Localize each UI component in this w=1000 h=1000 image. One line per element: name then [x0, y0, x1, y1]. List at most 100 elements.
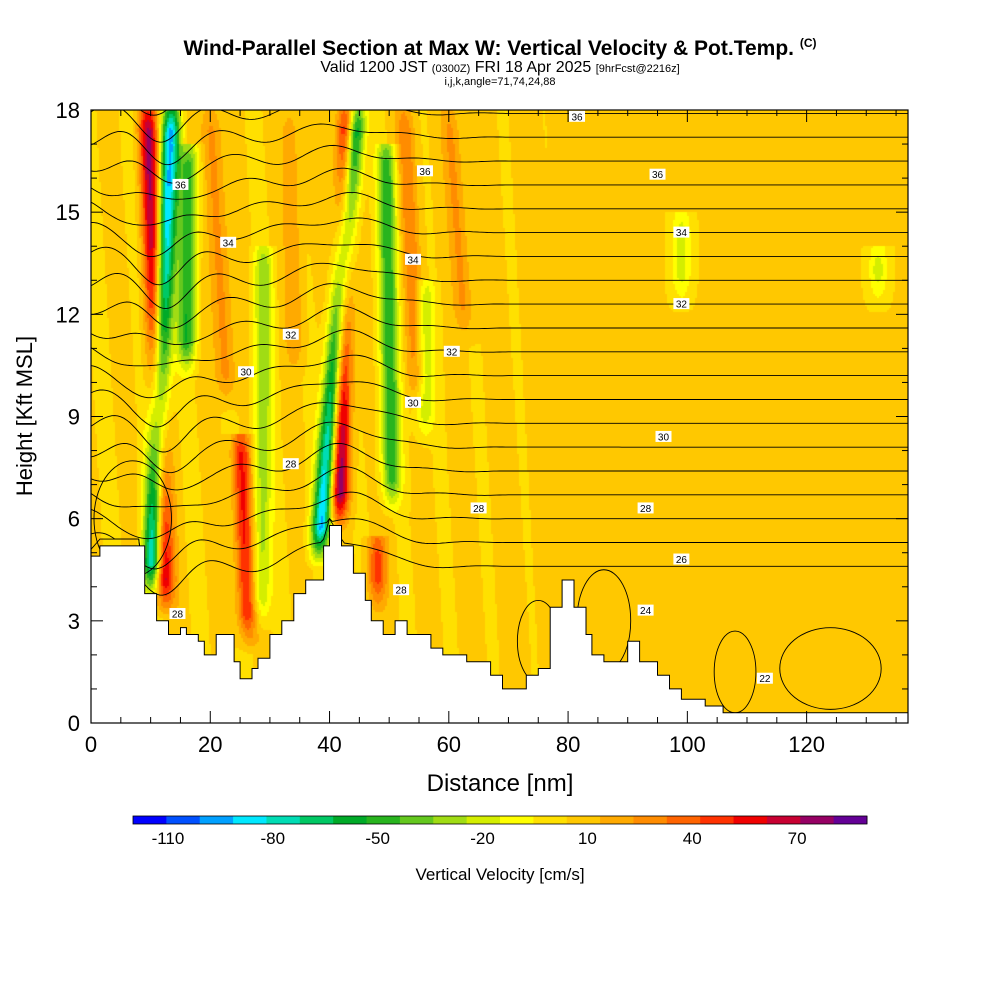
contour-label: 34 — [405, 253, 422, 266]
pot-temp-contours — [91, 55, 908, 714]
colorbar-swatch — [833, 816, 868, 824]
colorbar-swatch — [266, 816, 301, 824]
y-tick-label: 12 — [56, 302, 80, 327]
y-tick-label: 3 — [68, 609, 80, 634]
colorbar-swatch — [299, 816, 334, 824]
contour-label: 32 — [443, 345, 460, 358]
svg-text:24: 24 — [640, 606, 652, 617]
y-tick-label: 0 — [68, 711, 80, 736]
colorbar-swatch — [233, 816, 267, 824]
svg-text:36: 36 — [571, 112, 583, 123]
pot-temp-contour — [91, 491, 908, 540]
svg-text:22: 22 — [759, 674, 771, 685]
x-tick-label: 0 — [85, 732, 97, 757]
contour-label: 36 — [172, 178, 189, 191]
chart-title-text: Wind-Parallel Section at Max W: Vertical… — [183, 37, 794, 60]
colorbar: -110 -80 -50 -20 10 40 70 — [132, 815, 868, 848]
colorbar-tick-label: 40 — [683, 829, 702, 848]
pot-temp-contour — [91, 354, 908, 399]
chart-title: Wind-Parallel Section at Max W: Vertical… — [0, 36, 1000, 61]
y-tick-label: 6 — [68, 507, 80, 532]
pot-temp-contour — [91, 329, 908, 367]
colorbar-swatch — [566, 816, 601, 824]
x-axis-label: Distance [nm] — [427, 770, 574, 797]
svg-text:28: 28 — [172, 610, 184, 621]
colorbar-swatch — [500, 816, 534, 824]
colorbar-tick-label: -80 — [261, 829, 286, 848]
pot-temp-contour — [91, 402, 908, 453]
contour-label: 28 — [393, 584, 410, 597]
svg-text:30: 30 — [407, 398, 419, 409]
valid-time: Valid 1200 JST — [320, 59, 428, 76]
pot-temp-contour — [91, 305, 908, 346]
colorbar-swatch — [399, 816, 434, 824]
pot-temp-contour — [91, 421, 908, 474]
contour-label: 30 — [238, 366, 255, 379]
colorbar-swatch — [733, 816, 768, 824]
contour-label: 36 — [649, 168, 666, 181]
terrain-mask — [91, 525, 908, 723]
colorbar-swatch — [366, 816, 401, 824]
contour-label: 28 — [169, 608, 186, 621]
contour-label: 28 — [470, 502, 487, 515]
pot-temp-contour — [91, 517, 908, 596]
contour-label: 34 — [673, 226, 690, 239]
x-tick-label: 80 — [556, 732, 580, 757]
pot-temp-closed-contour — [779, 627, 882, 710]
x-tick-label: 40 — [317, 732, 341, 757]
svg-text:32: 32 — [676, 300, 688, 311]
colorbar-swatch — [533, 816, 568, 824]
y-tick-label: 9 — [68, 405, 80, 430]
colorbar-frame — [132, 815, 868, 825]
contour-label: 28 — [282, 458, 299, 471]
svg-text:30: 30 — [240, 368, 252, 379]
chart-title-mark: (C) — [799, 36, 817, 50]
pot-temp-contour — [91, 110, 908, 143]
contour-label: 32 — [673, 298, 690, 311]
colorbar-swatch — [666, 816, 701, 824]
colorbar-tick-label: 10 — [578, 829, 597, 848]
contour-label: 34 — [220, 236, 237, 249]
svg-text:34: 34 — [223, 238, 235, 249]
svg-text:28: 28 — [640, 504, 652, 515]
colorbar-swatch — [199, 816, 234, 824]
svg-text:30: 30 — [658, 432, 670, 443]
contour-label: 24 — [637, 604, 654, 617]
svg-text:32: 32 — [446, 347, 458, 358]
colorbar-swatch — [433, 816, 468, 824]
colorbar-swatch — [333, 816, 368, 824]
pot-temp-contour — [91, 381, 908, 428]
contour-label: 26 — [673, 553, 690, 566]
contour-label: 28 — [637, 502, 654, 515]
colorbar-tick-label: -110 — [152, 829, 185, 848]
y-tick-label: 15 — [56, 200, 80, 225]
colorbar-swatch — [133, 816, 167, 824]
svg-text:26: 26 — [676, 555, 688, 566]
x-tick-label: 60 — [437, 732, 461, 757]
contour-label: 22 — [756, 672, 773, 685]
contour-label: 36 — [416, 165, 433, 178]
pot-temp-contour — [91, 55, 908, 85]
svg-text:34: 34 — [407, 255, 419, 266]
chart-subtitle: Valid 1200 JST (0300Z) FRI 18 Apr 2025 [… — [0, 59, 1000, 77]
section-params: i,j,k,angle=71,74,24,88 — [444, 76, 556, 88]
colorbar-swatch — [166, 816, 201, 824]
colorbar-swatch — [466, 816, 501, 824]
pot-temp-contour — [91, 442, 908, 491]
pot-temp-contour — [91, 123, 908, 166]
svg-text:36: 36 — [419, 167, 431, 178]
pot-temp-contour — [91, 191, 908, 226]
colorbar-swatch — [633, 816, 668, 824]
svg-text:32: 32 — [285, 330, 297, 341]
contour-label: 30 — [405, 396, 422, 409]
y-axis-label: Height [Kft MSL] — [12, 336, 37, 496]
plot-clip: 36 36 36 36 34 34 34 32 32 32 30 30 30 28 28 28 26 28 24 28… — [91, 55, 908, 723]
colorbar-label: Vertical Velocity [cm/s] — [415, 865, 584, 884]
colorbar-tick-label: -20 — [470, 829, 495, 848]
colorbar-tick-label: -50 — [365, 829, 390, 848]
pot-temp-contour — [91, 167, 908, 200]
colorbar-tick-label: 70 — [788, 829, 807, 848]
svg-text:28: 28 — [473, 504, 485, 515]
